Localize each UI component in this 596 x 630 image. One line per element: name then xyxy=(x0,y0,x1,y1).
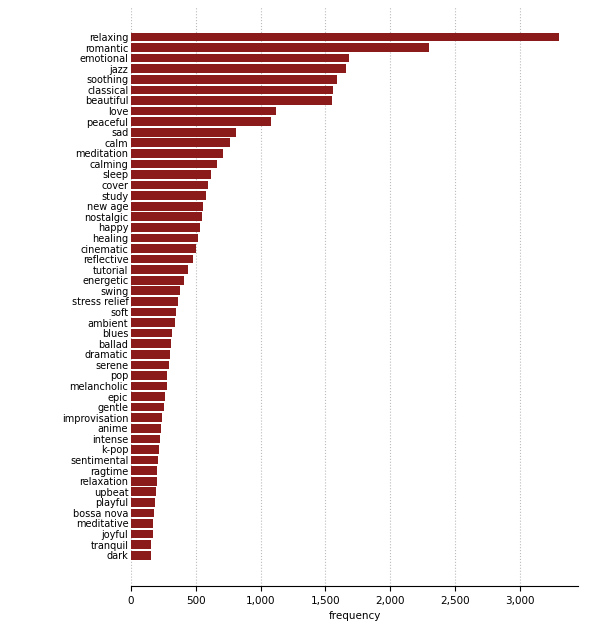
Bar xyxy=(131,477,157,486)
Bar xyxy=(131,159,216,168)
Bar xyxy=(131,551,151,559)
Bar xyxy=(131,43,429,52)
Bar xyxy=(131,265,188,274)
Bar xyxy=(131,466,157,475)
Bar xyxy=(131,33,558,42)
Bar xyxy=(131,234,198,243)
Bar xyxy=(131,170,212,179)
Bar xyxy=(131,445,159,454)
Bar xyxy=(131,202,203,210)
Bar xyxy=(131,181,207,190)
Bar xyxy=(131,498,155,507)
Bar xyxy=(131,96,332,105)
Bar xyxy=(131,488,156,496)
Bar xyxy=(131,255,193,263)
Bar xyxy=(131,392,165,401)
Bar xyxy=(131,530,153,539)
Bar xyxy=(131,350,170,358)
Bar xyxy=(131,403,163,411)
Bar xyxy=(131,128,236,137)
Bar xyxy=(131,223,200,232)
Bar xyxy=(131,340,170,348)
Bar xyxy=(131,455,158,464)
Bar xyxy=(131,382,167,391)
Bar xyxy=(131,75,337,84)
Bar xyxy=(131,244,196,253)
Bar xyxy=(131,212,201,221)
Bar xyxy=(131,371,167,380)
Bar xyxy=(131,64,346,73)
Bar xyxy=(131,139,229,147)
Bar xyxy=(131,287,180,295)
Bar xyxy=(131,54,349,62)
Bar xyxy=(131,360,169,369)
Bar xyxy=(131,329,172,338)
Bar xyxy=(131,117,271,126)
Bar xyxy=(131,508,154,517)
Bar xyxy=(131,541,151,549)
Bar xyxy=(131,307,176,316)
Bar xyxy=(131,318,175,327)
Bar xyxy=(131,413,163,422)
Bar xyxy=(131,276,184,285)
Bar xyxy=(131,86,333,94)
Bar xyxy=(131,435,160,444)
X-axis label: frequency: frequency xyxy=(328,611,381,621)
Bar xyxy=(131,424,161,433)
Bar xyxy=(131,519,153,528)
Bar xyxy=(131,149,223,158)
Bar xyxy=(131,192,206,200)
Bar xyxy=(131,106,276,115)
Bar xyxy=(131,297,178,306)
